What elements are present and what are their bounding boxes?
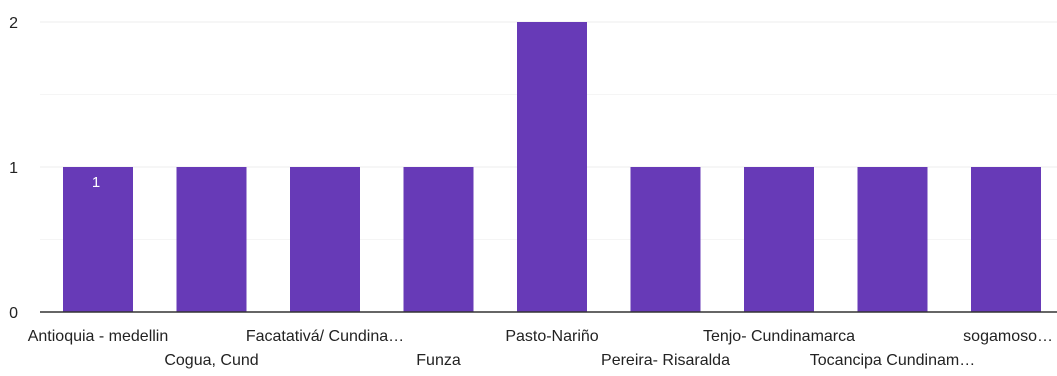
bar[interactable]	[744, 167, 814, 312]
x-tick-label: Funza	[416, 352, 461, 369]
bar[interactable]	[176, 167, 247, 312]
x-tick-label: Antioquia - medellin	[28, 328, 169, 345]
x-tick-label: Tenjo- Cundinamarca	[703, 328, 855, 345]
bar-data-label: 1	[92, 174, 100, 191]
x-tick-label: Cogua, Cund	[164, 352, 258, 369]
bar[interactable]	[290, 167, 360, 312]
bar[interactable]	[403, 167, 474, 312]
bar[interactable]	[63, 167, 133, 312]
x-tick-label: Pasto-Nariño	[505, 328, 598, 345]
x-tick-label: Facatativá/ Cundina…	[246, 328, 404, 345]
y-tick-label: 1	[9, 160, 18, 177]
y-tick-label: 0	[9, 305, 18, 322]
data-labels: 1	[92, 174, 100, 191]
bar[interactable]	[971, 167, 1041, 312]
bar[interactable]	[857, 167, 928, 312]
bar[interactable]	[630, 167, 701, 312]
x-tick-label: Tocancipa Cundinam…	[810, 352, 975, 369]
y-axis-ticks: 0 1 2	[9, 15, 18, 322]
x-tick-label: sogamoso…	[963, 328, 1053, 345]
bar[interactable]	[517, 22, 587, 312]
bars	[63, 22, 1041, 312]
x-tick-label: Pereira- Risaralda	[601, 352, 730, 369]
y-tick-label: 2	[9, 15, 18, 32]
x-axis-labels: Antioquia - medellin Cogua, Cund Facatativ…	[28, 328, 1053, 369]
